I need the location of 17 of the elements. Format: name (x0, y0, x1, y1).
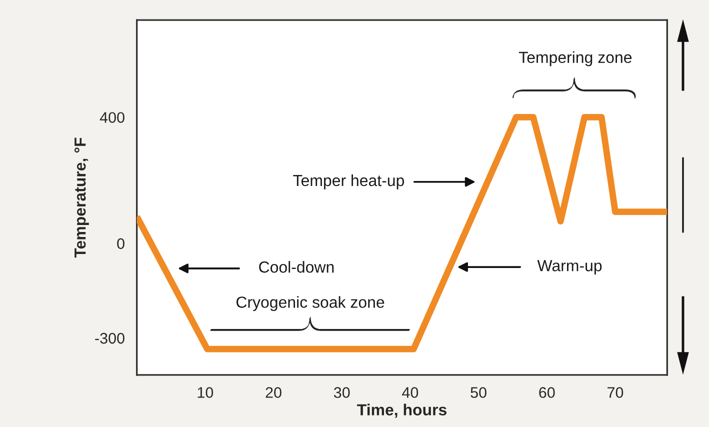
y-tick-label: 400 (100, 112, 124, 123)
annotation: Temper heat-up (293, 174, 404, 190)
x-tick-label: 60 (539, 387, 555, 398)
annotation: Tempering zone (518, 51, 632, 66)
y-axis-title: Temperature, °F (74, 138, 89, 258)
annotation: Warm-up (537, 260, 602, 274)
x-tick-label: 30 (334, 387, 350, 398)
x-axis-title: Time, hours (357, 404, 446, 418)
y-tick-label: 0 (117, 238, 124, 250)
x-tick-label: 40 (402, 387, 418, 398)
x-tick-label: 70 (608, 387, 624, 398)
x-tick-label: 10 (198, 387, 214, 398)
x-tick-label: 20 (266, 387, 282, 398)
y-tick-label: -300 (95, 332, 124, 344)
annotation: Cool-down (259, 261, 334, 273)
x-tick-label: 50 (470, 387, 486, 398)
annotation: Cryogenic soak zone (236, 296, 384, 312)
